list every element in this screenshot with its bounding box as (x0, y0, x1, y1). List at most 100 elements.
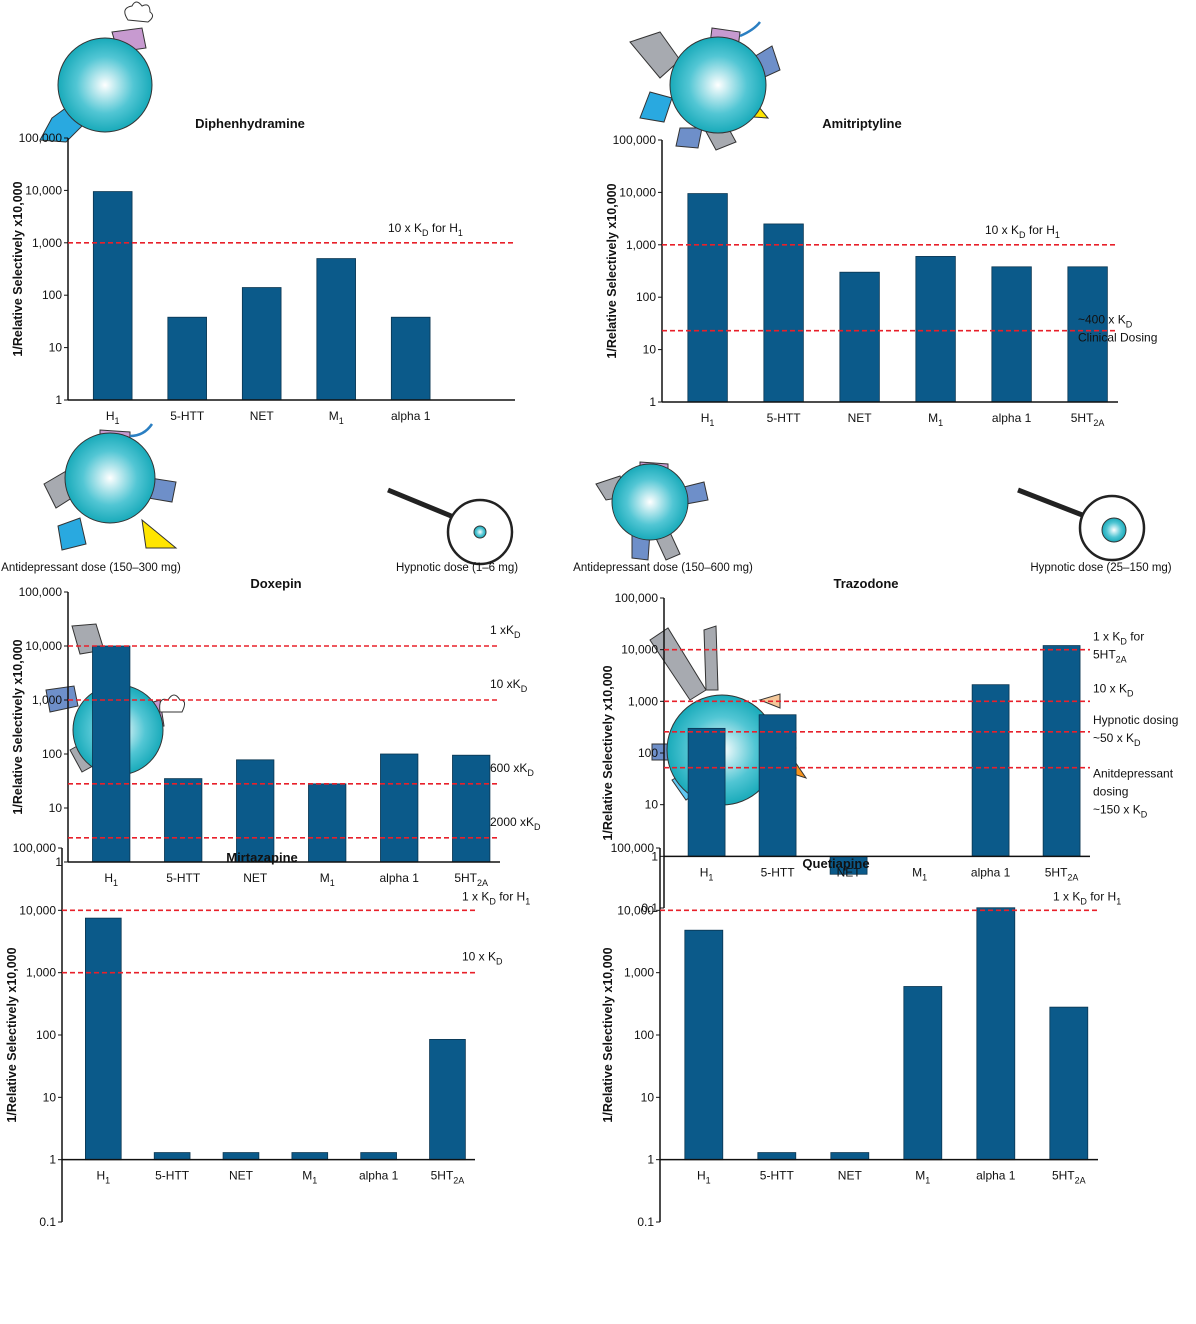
x-tick-label-part: 5-HTT (166, 871, 201, 885)
reference-label-part: 10 x K (1093, 681, 1127, 695)
bar (308, 783, 347, 863)
y-tick-label: 10 (645, 798, 659, 812)
reference-label: 1 x KD for H1 (1053, 889, 1121, 906)
x-tick-label-part: NET (250, 409, 275, 423)
x-tick-label-part: alpha 1 (992, 411, 1032, 425)
reference-label-subscript: D (1120, 637, 1127, 647)
y-axis-label: 1/Relative Selectively x10,000 (11, 639, 25, 814)
reference-label: ~400 x KD (1078, 313, 1133, 330)
bar (164, 778, 203, 863)
bar (687, 193, 728, 403)
bar (390, 316, 431, 401)
dose-caption: Hypnotic dose (1–6 mg) (396, 562, 518, 574)
reference-label: dosing (1093, 785, 1128, 799)
x-tick-label-part: M (912, 865, 922, 879)
reference-label-part: for H (1026, 223, 1055, 237)
x-tick-label: H1 (104, 871, 118, 888)
x-tick-label: M1 (329, 409, 344, 426)
y-tick-label: 100 (634, 1028, 654, 1042)
x-tick-label: H1 (106, 409, 120, 426)
x-tick-label-part: H (104, 871, 113, 885)
reference-label-part: for H (496, 889, 525, 903)
bar (429, 1038, 466, 1161)
x-tick-label-part: 5-HTT (170, 409, 205, 423)
x-tick-label-part: NET (243, 871, 268, 885)
x-tick-label: M1 (928, 411, 943, 428)
reference-label-subscript: D (1134, 738, 1141, 748)
x-tick-label-subscript: 1 (938, 418, 943, 428)
reference-label: 1 x KD for (1093, 630, 1144, 647)
x-tick-label: 5-HTT (166, 871, 201, 885)
x-tick-label: alpha 1 (992, 411, 1032, 425)
x-tick-label: alpha 1 (380, 871, 420, 885)
y-tick-label: 10,000 (25, 639, 62, 653)
x-tick-label-part: NET (837, 865, 862, 879)
y-tick-label: 10 (49, 801, 63, 815)
x-tick-label: alpha 1 (976, 1169, 1016, 1183)
x-tick-label: M1 (912, 865, 927, 882)
bar (915, 256, 956, 403)
reference-label: 1 xKD (490, 623, 521, 640)
y-tick-label: 100,000 (13, 841, 57, 855)
x-tick-label: 5-HTT (170, 409, 205, 423)
x-tick-label: alpha 1 (971, 865, 1011, 879)
x-tick-label-part: 5HT (431, 1169, 454, 1183)
y-tick-label: 100 (636, 290, 656, 304)
x-tick-label: 5HT2A (1071, 411, 1105, 428)
bar (971, 684, 1010, 857)
reference-label-part: 600 xK (490, 761, 527, 775)
reference-label-part: 1 x K (462, 889, 489, 903)
y-tick-label: 1 (649, 395, 656, 409)
bar (684, 929, 724, 1161)
y-axis-label: 1/Relative Selectively x10,000 (11, 181, 25, 356)
y-tick-label: 100 (36, 1028, 56, 1042)
y-tick-label: 100 (42, 288, 62, 302)
dose-caption: Antidepressant dose (150–600 mg) (573, 562, 753, 574)
y-tick-label: 1,000 (26, 966, 56, 980)
reference-label-subscript: D (496, 957, 503, 967)
y-tick-label: 1 (647, 1153, 654, 1167)
x-tick-label: 5-HTT (155, 1169, 190, 1183)
x-tick-label: M1 (915, 1169, 930, 1186)
bar (167, 316, 207, 401)
bar (291, 1152, 329, 1161)
x-tick-label: 5HT2A (1045, 865, 1079, 882)
x-tick-label: NET (838, 1169, 863, 1183)
x-tick-label: 5HT2A (1052, 1169, 1086, 1186)
x-tick-label-subscript: 1 (115, 416, 120, 426)
reference-label: 10 x KD for H1 (388, 221, 463, 238)
bar (1049, 1006, 1089, 1161)
reference-label-part: 2000 xK (490, 815, 534, 829)
y-tick-label: 10,000 (19, 903, 56, 917)
x-tick-label-part: alpha 1 (971, 865, 1011, 879)
y-tick-label: 10 (641, 1090, 655, 1104)
x-tick-label-part: 5-HTT (767, 411, 802, 425)
reference-label-part: 10 x K (985, 223, 1019, 237)
reference-label-part: ~400 x K (1078, 313, 1126, 327)
reference-label-subscript: 1 (458, 228, 463, 238)
dose-caption: Hypnotic dose (25–150 mg) (1030, 562, 1171, 574)
bar (991, 266, 1032, 403)
reference-label-part: 1 x K (1093, 630, 1120, 644)
reference-label-part: Clinical Dosing (1078, 331, 1157, 345)
reference-label: 10 x KD (462, 950, 503, 967)
bar (222, 1152, 260, 1161)
y-tick-label: 10,000 (617, 903, 654, 917)
reference-label-subscript: 1 (1055, 230, 1060, 240)
x-tick-label-subscript: 2A (1067, 872, 1078, 882)
x-tick-label-part: NET (838, 1169, 863, 1183)
reference-label-subscript: D (1126, 320, 1133, 330)
y-tick-label: 1 (55, 855, 62, 869)
reference-label-subscript: D (422, 228, 429, 238)
x-tick-label: 5-HTT (767, 411, 802, 425)
y-tick-label: 10 (643, 343, 657, 357)
reference-label-part: 10 x K (388, 221, 422, 235)
y-axis-label: 1/Relative Selectively x10,000 (5, 947, 19, 1122)
reference-label-part: 5HT (1093, 648, 1116, 662)
reference-label-subscript: D (527, 768, 534, 778)
reference-label-part: for (1127, 630, 1144, 644)
x-tick-label: NET (250, 409, 275, 423)
reference-label: ~50 x KD (1093, 731, 1141, 748)
x-tick-label-subscript: 1 (922, 872, 927, 882)
